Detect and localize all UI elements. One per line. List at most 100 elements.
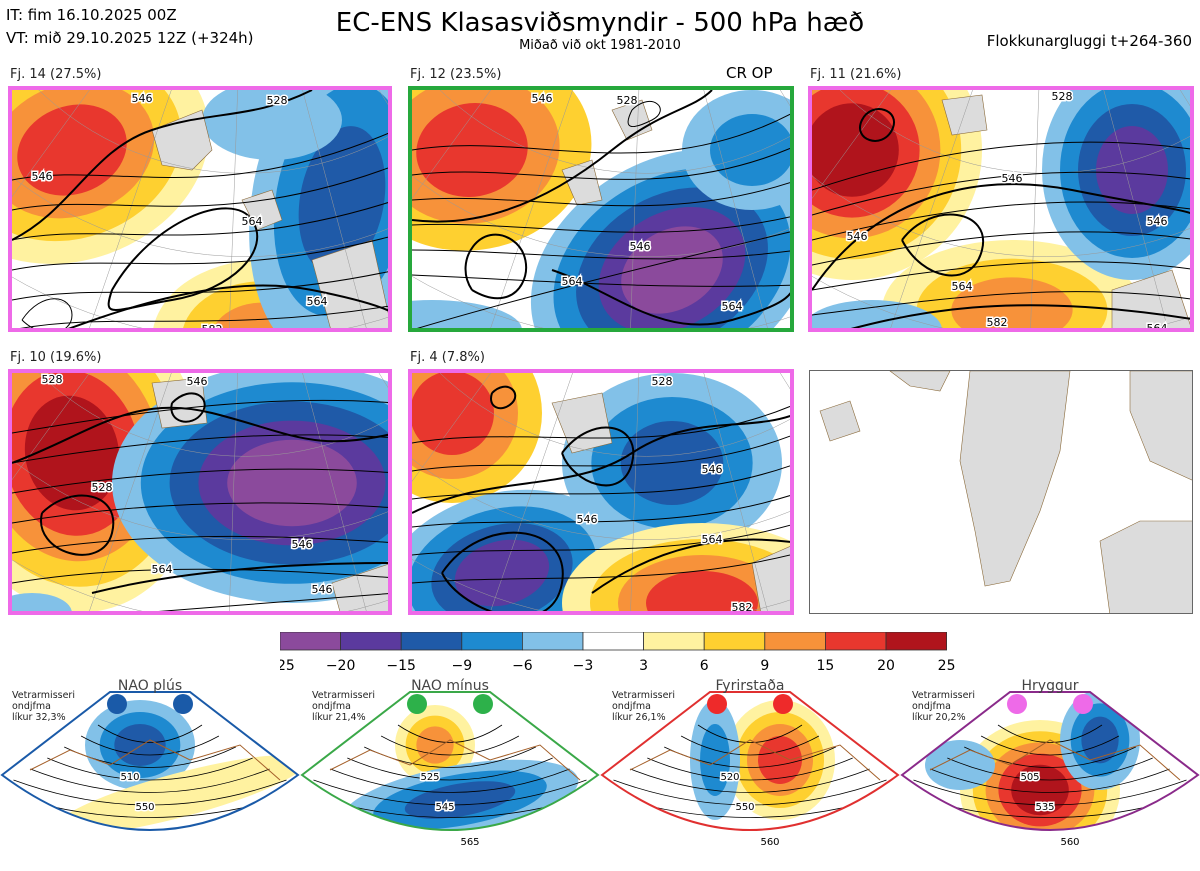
anomaly-region bbox=[812, 103, 899, 197]
height-contour bbox=[21, 298, 73, 328]
height-contour bbox=[170, 392, 206, 423]
contour-label: 546 bbox=[132, 92, 153, 105]
cluster-map-panel[interactable]: 546 528 546 564 564 582 bbox=[8, 86, 392, 332]
regime-note: líkur 21,4% bbox=[312, 712, 366, 723]
height-contour bbox=[930, 768, 1170, 793]
contour-label: 546 bbox=[1147, 215, 1168, 228]
contour-label: 560 bbox=[1060, 837, 1079, 848]
height-contour bbox=[680, 735, 820, 756]
regime-note: ondjfma bbox=[312, 701, 351, 712]
height-contour bbox=[464, 233, 528, 299]
grid-line bbox=[229, 373, 238, 611]
anomaly-region bbox=[1081, 716, 1119, 764]
height-contour bbox=[12, 406, 388, 464]
cluster-map-panel[interactable]: 546 528 546 564 564 bbox=[408, 86, 794, 332]
height-contour bbox=[850, 304, 1190, 328]
anomaly-region bbox=[454, 539, 550, 607]
grid-line bbox=[89, 373, 172, 611]
contour-label: 546 bbox=[630, 240, 651, 253]
colorbar-swatch bbox=[703, 632, 766, 651]
grid-line bbox=[439, 90, 790, 174]
anomaly-region bbox=[416, 726, 454, 764]
height-contour bbox=[647, 757, 853, 781]
height-contour bbox=[40, 494, 115, 556]
colorbar-tick: 3 bbox=[639, 658, 648, 672]
height-contour bbox=[630, 768, 870, 793]
height-contour bbox=[12, 434, 388, 464]
contour-label: 545 bbox=[435, 802, 454, 813]
height-contour bbox=[313, 779, 587, 806]
contour-label: 546 bbox=[312, 583, 333, 596]
colorbar-tick: 20 bbox=[877, 658, 895, 672]
coastline bbox=[29, 739, 281, 781]
height-contour bbox=[551, 269, 790, 326]
height-contour bbox=[12, 502, 388, 524]
grid-line bbox=[412, 458, 790, 540]
anomaly-region bbox=[1011, 764, 1069, 816]
grid-line bbox=[630, 373, 640, 611]
regime-dot bbox=[773, 694, 793, 714]
height-contour bbox=[12, 132, 388, 181]
land-mass bbox=[561, 159, 603, 206]
contour-label: 528 bbox=[617, 94, 638, 107]
height-contour bbox=[107, 207, 259, 311]
cluster-map-panel[interactable]: 528 546 528 546 564 546 bbox=[8, 369, 392, 615]
anomaly-region bbox=[1015, 850, 1045, 862]
land-mass bbox=[819, 400, 861, 442]
contour-label: 520 bbox=[720, 772, 739, 783]
contour-label: 546 bbox=[32, 170, 53, 183]
colorbar-tick: 9 bbox=[760, 658, 769, 672]
height-contour bbox=[627, 100, 661, 128]
height-contour bbox=[412, 182, 790, 207]
grid-line bbox=[490, 90, 573, 328]
colorbar-swatch bbox=[280, 632, 341, 651]
height-contour bbox=[12, 399, 388, 434]
contour-label: 546 bbox=[1002, 172, 1023, 185]
contour-label: 510 bbox=[120, 772, 139, 783]
regime-map: 510 550 NAO plús Vetrarmisseriondjfmalíkur … bbox=[0, 678, 300, 831]
regime-dot bbox=[173, 694, 193, 714]
grid-line bbox=[1103, 90, 1168, 328]
height-contour bbox=[80, 735, 220, 756]
height-contour bbox=[12, 468, 388, 494]
colorbar-swatch bbox=[340, 632, 402, 651]
height-contour bbox=[12, 535, 388, 554]
contour-label: 505 bbox=[1020, 772, 1039, 783]
height-contour bbox=[12, 568, 388, 584]
regime-frame bbox=[900, 691, 1200, 831]
contour-label: 564 bbox=[242, 215, 263, 228]
contour-label: 550 bbox=[135, 802, 154, 813]
land-mass bbox=[151, 377, 208, 429]
regime-dot bbox=[707, 694, 727, 714]
height-contour bbox=[30, 768, 270, 793]
height-contour bbox=[13, 779, 287, 806]
contour-label: 528 bbox=[652, 375, 673, 388]
height-contour bbox=[412, 524, 790, 556]
grid-line bbox=[38, 373, 388, 457]
height-contour bbox=[859, 108, 895, 142]
contour-label: 528 bbox=[92, 481, 113, 494]
grid-line bbox=[630, 90, 640, 328]
colorbar-swatch bbox=[885, 632, 947, 651]
coastline bbox=[329, 739, 581, 781]
height-contour bbox=[697, 724, 803, 743]
height-contour bbox=[380, 735, 520, 756]
contour-label: 564 bbox=[307, 295, 328, 308]
height-contour bbox=[416, 231, 790, 328]
anomaly-region bbox=[646, 571, 758, 611]
contour-label: 550 bbox=[735, 802, 754, 813]
colorbar-swatch bbox=[643, 632, 705, 651]
coastline bbox=[629, 739, 881, 781]
contour-label: 582 bbox=[732, 601, 753, 611]
panel-label: Fj. 4 (7.8%) bbox=[410, 350, 485, 365]
colorbar-swatch bbox=[400, 632, 463, 651]
cluster-map-panel[interactable]: 528 546 546 546 564 582 564 bbox=[808, 86, 1194, 332]
grid-line bbox=[890, 90, 973, 328]
cluster-map-panel[interactable]: 528 546 546 564 582 bbox=[408, 369, 794, 615]
height-contour bbox=[156, 593, 388, 611]
regime-frame bbox=[600, 691, 900, 831]
height-contour bbox=[412, 554, 790, 584]
panel-label: Fj. 14 (27.5%) bbox=[10, 67, 102, 82]
height-contour bbox=[812, 261, 1190, 291]
contour-label: 546 bbox=[292, 538, 313, 551]
